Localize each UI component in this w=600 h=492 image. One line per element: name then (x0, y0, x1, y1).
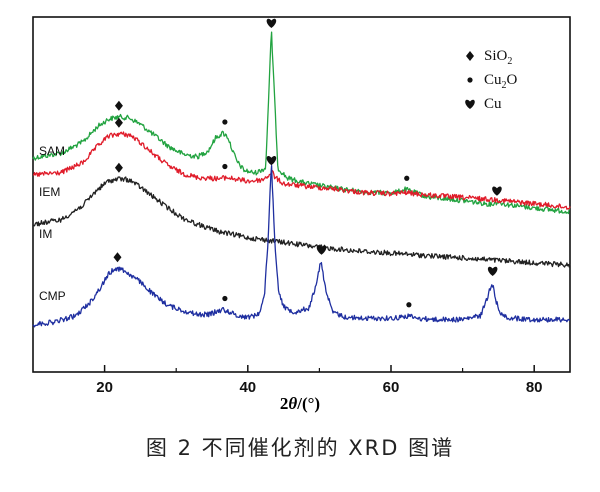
series-line-cmp (32, 165, 571, 328)
series-label-im: IM (39, 227, 52, 241)
legend-label-0: SiO2 (484, 48, 512, 67)
legend-diamond-icon (466, 51, 474, 61)
figure-caption: 图 2 不同催化剂的 XRD 图谱 (145, 436, 455, 460)
series-label-sam: SAM (39, 144, 65, 158)
series-line-iem (33, 131, 571, 210)
series-line-im (32, 176, 571, 268)
series-line-sam (32, 31, 571, 215)
peak-marker-diamond-cmp (113, 252, 122, 263)
peak-marker-circle-sam (404, 175, 410, 181)
legend-heart-icon (465, 99, 475, 109)
legend-circle-icon (467, 77, 473, 83)
x-axis-label: 2θ/(°) (280, 394, 320, 413)
series-label-cmp: CMP (39, 289, 66, 303)
x-tick-label: 80 (526, 379, 543, 396)
peak-marker-heart-sam (266, 18, 277, 28)
peak-marker-layer (113, 18, 502, 308)
series-label-layer: SAM IEM IM CMP (39, 144, 66, 303)
peak-marker-heart-cmp (487, 266, 498, 276)
legend-label-2: Cu (484, 96, 502, 112)
x-tick-label: 40 (239, 379, 256, 396)
peak-marker-circle-sam (222, 119, 228, 125)
peak-marker-heart-iem (266, 155, 277, 166)
peak-marker-diamond-sam (114, 100, 123, 111)
peak-marker-circle-cmp (406, 302, 412, 308)
x-tick-label: 20 (96, 379, 113, 396)
peak-marker-diamond-iem (114, 117, 123, 128)
x-tick-label: 60 (383, 379, 400, 396)
series-label-iem: IEM (39, 185, 60, 199)
legend: SiO2 Cu2O Cu (465, 48, 518, 112)
peak-marker-heart-cmp (316, 245, 327, 255)
peak-marker-heart-sam (492, 186, 502, 196)
legend-label-1: Cu2O (484, 72, 518, 91)
peak-marker-diamond-im (114, 162, 123, 173)
x-tick-layer: 20 40 60 80 (96, 365, 543, 396)
plot-frame (32, 16, 571, 373)
peak-marker-circle-cmp (222, 295, 228, 302)
series-layer (32, 31, 571, 328)
peak-marker-circle-iem (222, 163, 228, 170)
plot-border (32, 16, 571, 373)
